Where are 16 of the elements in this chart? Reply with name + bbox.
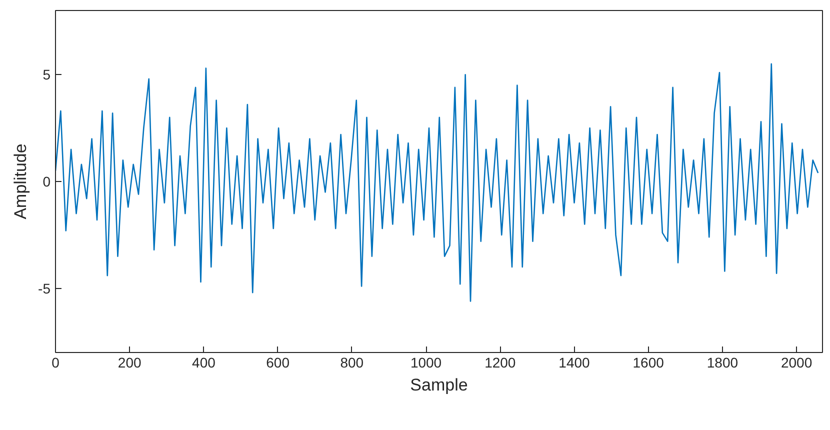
y-tick-label: -5 xyxy=(38,280,51,296)
x-tick-label: 400 xyxy=(192,354,216,370)
x-tick-label: 600 xyxy=(266,354,290,370)
x-tick-label: 1400 xyxy=(558,354,590,370)
x-tick-label: 1600 xyxy=(632,354,664,370)
x-axis-title: Sample xyxy=(410,376,468,394)
y-axis-title: Amplitude xyxy=(11,144,30,220)
x-tick-label: 1000 xyxy=(410,354,442,370)
x-tick-label: 2000 xyxy=(780,354,812,370)
x-tick-label: 800 xyxy=(340,354,364,370)
y-tick-label: 0 xyxy=(42,174,51,190)
x-tick-label: 1200 xyxy=(484,354,516,370)
x-tick-label: 200 xyxy=(118,354,142,370)
y-tick-label: 5 xyxy=(42,66,51,83)
x-tick-label: 1800 xyxy=(706,354,738,370)
line-series xyxy=(56,63,819,302)
